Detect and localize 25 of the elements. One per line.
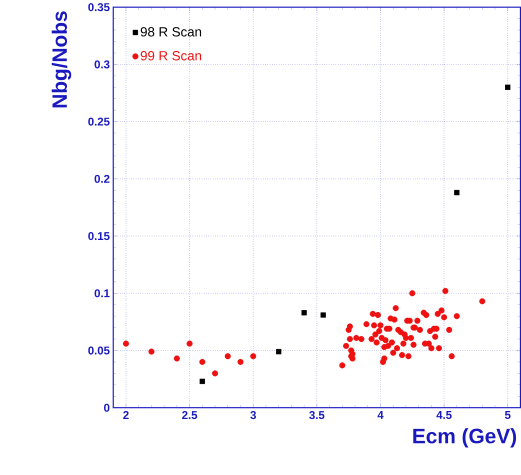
x-tick-label: 4	[377, 410, 384, 419]
y-tick-label: 0.2	[94, 174, 110, 183]
y-tick-label: 0.05	[88, 346, 110, 354]
x-tick-label: 3	[250, 410, 256, 420]
y-tick-label: 0.1	[94, 289, 110, 298]
x-tick-label: 5	[504, 410, 511, 419]
x-tick-label: 2.5	[182, 410, 198, 419]
x-tick-label: 2	[123, 410, 129, 419]
x-axis-title: Ecm (GeV)	[413, 428, 516, 448]
point	[301, 310, 307, 316]
y-tick-label: 0	[104, 404, 110, 412]
point	[454, 190, 460, 196]
y-tick-label: 0.35	[88, 3, 110, 12]
point	[505, 84, 510, 90]
x-tick-label: 3.5	[309, 410, 324, 420]
y-tick-label: 0.25	[88, 117, 110, 126]
point	[200, 378, 205, 384]
point	[320, 312, 326, 318]
y-tick-label: 0.15	[88, 232, 110, 240]
y-tick-label: 0.3	[94, 60, 110, 68]
y-axis-title: Nbg/Nobs	[52, 11, 72, 108]
x-tick-label: 4.5	[436, 410, 452, 419]
point	[276, 348, 282, 354]
legend-label: 99 R Scan	[140, 50, 202, 60]
legend-label: 98 R Scan	[140, 27, 202, 36]
